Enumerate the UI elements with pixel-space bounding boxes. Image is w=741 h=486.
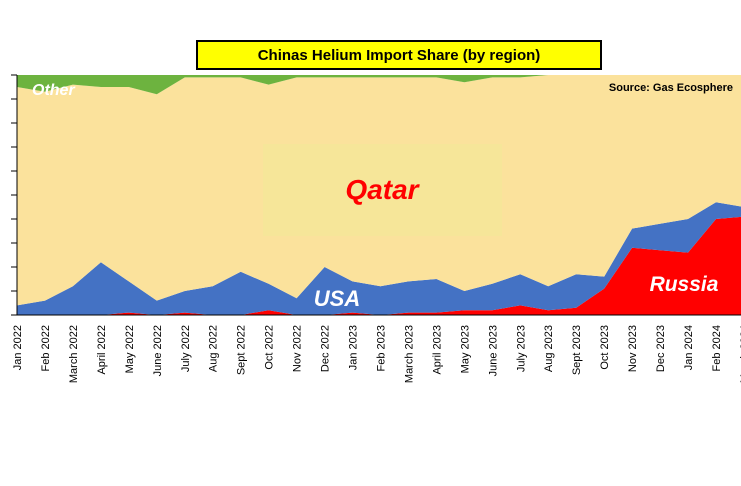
x-tick-label: March 2024: [739, 325, 741, 383]
x-tick-label: Feb 2024: [711, 325, 723, 371]
series-label-russia: Russia: [650, 273, 719, 296]
x-tick-label: Jan 2024: [683, 325, 695, 370]
series-label-usa: USA: [314, 286, 360, 311]
x-tick-label: Feb 2023: [375, 325, 387, 371]
x-tick-label: June 2022: [152, 325, 164, 376]
x-tick-label: Nov 2022: [292, 325, 304, 372]
series-label-other: Other: [32, 82, 75, 99]
x-tick-label: Aug 2023: [543, 325, 555, 372]
x-tick-label: Jan 2022: [12, 325, 24, 370]
x-tick-label: Jan 2023: [348, 325, 360, 370]
x-tick-label: June 2023: [487, 325, 499, 376]
x-tick-label: Feb 2022: [40, 325, 52, 371]
qatar-label-highlight: [263, 144, 502, 236]
chart-title: Chinas Helium Import Share (by region): [196, 40, 602, 70]
area-russia: [17, 216, 741, 315]
x-tick-label: May 2023: [459, 325, 471, 373]
x-tick-label: March 2022: [68, 325, 80, 383]
x-tick-label: May 2022: [124, 325, 136, 373]
x-tick-label: March 2023: [403, 325, 415, 383]
x-tick-label: Sept 2023: [571, 325, 583, 375]
area-usa: [17, 202, 741, 315]
axis: [11, 74, 741, 316]
source-note: Source: Gas Ecosphere: [609, 82, 733, 94]
x-tick-labels: Jan 2022 Feb 2022 March 2022 April 2022 May …: [12, 325, 741, 383]
x-tick-label: Oct 2022: [264, 325, 276, 370]
x-tick-label: Dec 2022: [320, 325, 332, 372]
x-tick-label: April 2022: [96, 325, 108, 375]
x-tick-label: Dec 2023: [655, 325, 667, 372]
x-tick-label: April 2023: [431, 325, 443, 375]
x-tick-label: Oct 2023: [599, 325, 611, 370]
x-tick-label: Sept 2022: [236, 325, 248, 375]
series-label-qatar: Qatar: [345, 174, 420, 205]
area-other: [17, 75, 741, 95]
x-tick-label: July 2023: [515, 325, 527, 372]
x-tick-label: Nov 2023: [627, 325, 639, 372]
x-tick-label: July 2022: [180, 325, 192, 372]
x-tick-label: Aug 2022: [208, 325, 220, 372]
